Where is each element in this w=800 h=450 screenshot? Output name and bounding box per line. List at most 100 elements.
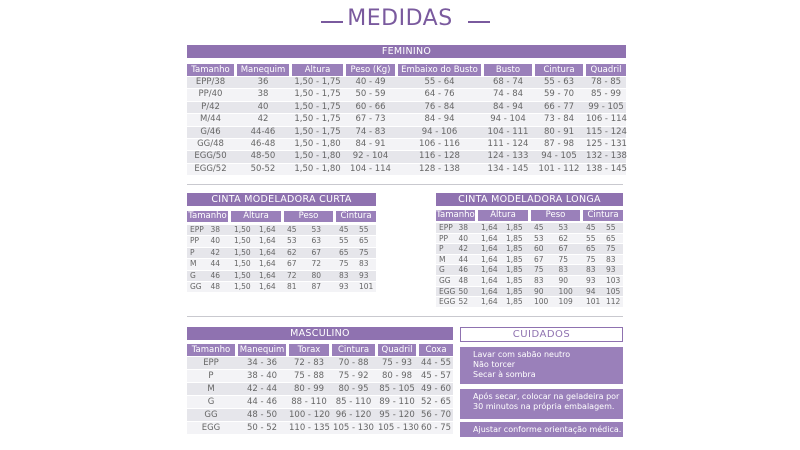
- cell: 62: [287, 247, 297, 257]
- cell: 101: [586, 297, 601, 307]
- cell: 62: [558, 233, 569, 243]
- cell: 101: [359, 282, 374, 291]
- cell: 60 - 75: [420, 423, 452, 433]
- column-header: Altura: [292, 64, 343, 76]
- cell: 1,50 - 1,75: [294, 77, 341, 87]
- cell: 75 - 93: [381, 358, 413, 368]
- cell: EGG/52: [194, 163, 227, 174]
- cell: 84 - 94: [424, 114, 455, 125]
- column-header: Manequim: [237, 64, 289, 76]
- column-header: Cintura: [535, 64, 583, 76]
- column-header: Embaixo do Busto: [398, 64, 481, 76]
- cell: 40: [257, 101, 269, 112]
- cell: 1,64: [481, 223, 498, 232]
- column-header: Quadril: [586, 64, 626, 76]
- cell: 52: [458, 297, 469, 307]
- cell: 134 - 145: [487, 163, 529, 174]
- care-line: Após secar, colocar na geladeira por: [473, 392, 620, 401]
- cell: 1,64: [259, 247, 276, 257]
- cell: PP: [439, 233, 449, 243]
- cell: 80 - 91: [543, 126, 575, 137]
- cell: 75: [606, 244, 616, 254]
- cell: 48: [210, 282, 221, 291]
- cell: 45: [287, 225, 297, 234]
- cell: 44: [458, 254, 469, 264]
- cell: 106 - 116: [419, 139, 460, 149]
- cell: 84 - 91: [355, 139, 386, 149]
- cell: GG: [190, 282, 202, 291]
- cell: 124 - 133: [487, 151, 529, 162]
- cell: 78 - 85: [590, 77, 622, 87]
- row-bg: [187, 151, 626, 163]
- care-box: Ajustar conforme orientação médica.: [460, 422, 623, 437]
- column-header: Peso (Kg): [346, 64, 395, 76]
- cell: 59 - 70: [543, 89, 575, 100]
- cell: 93: [359, 270, 369, 280]
- cell: 1,64: [259, 225, 276, 234]
- cell: 1,50: [234, 259, 251, 269]
- cell: 38: [210, 225, 221, 234]
- cell: 94 - 106: [421, 126, 458, 137]
- cell: 40 - 49: [355, 77, 386, 87]
- cell: 42: [458, 244, 469, 254]
- cell: 1,50: [234, 236, 251, 246]
- row-bg: [187, 383, 453, 395]
- cell: 65: [339, 247, 349, 257]
- cell: 38: [257, 89, 269, 100]
- cell: 84 - 94: [492, 101, 524, 112]
- cell: 132 - 138: [586, 151, 627, 162]
- cell: 128 - 138: [419, 163, 460, 174]
- cell: 50: [458, 286, 469, 296]
- row-bg: [187, 396, 453, 408]
- column-header: Torax: [289, 344, 329, 356]
- cell: 1,85: [506, 244, 523, 254]
- cell: 72: [311, 259, 322, 269]
- cell: 75: [558, 254, 569, 264]
- cell: 55 - 64: [424, 77, 455, 87]
- row-bg: [187, 163, 626, 176]
- cell: 53: [534, 233, 544, 243]
- cell: 65: [359, 236, 369, 246]
- cell: 50-52: [250, 163, 276, 174]
- column-header: Cintura: [583, 210, 623, 221]
- cell: 38: [458, 223, 469, 232]
- cell: 138 - 145: [586, 163, 627, 174]
- row-bg: [187, 101, 626, 114]
- divider: [187, 184, 623, 185]
- page-title: MEDIDAS: [347, 6, 453, 31]
- cell: 67 - 73: [355, 114, 386, 125]
- cell: 83: [586, 265, 596, 275]
- cell: 68 - 74: [492, 77, 524, 87]
- cell: 94 - 104: [490, 114, 526, 125]
- row-bg: [187, 89, 626, 101]
- cell: 106 - 114: [586, 114, 627, 125]
- cell: 85 - 105: [379, 384, 415, 394]
- care-line: Ajustar conforme orientação médica.: [473, 425, 622, 434]
- column-header: Tamanho: [187, 211, 228, 222]
- column-header: Peso: [531, 210, 580, 221]
- cell: 80 - 99: [293, 384, 325, 394]
- cell: 72 - 83: [293, 358, 325, 368]
- cell: 45: [534, 223, 544, 232]
- cell: 1,64: [481, 265, 498, 275]
- cell: 67: [287, 259, 297, 269]
- cell: 74 - 84: [492, 89, 524, 100]
- title-dash: [321, 21, 343, 23]
- title-dash: [468, 21, 490, 23]
- cell: 48 - 50: [246, 410, 278, 420]
- cell: EPP/38: [195, 77, 226, 87]
- cell: EGG/50: [194, 151, 227, 162]
- row-bg: [187, 247, 376, 259]
- cell: 72: [287, 270, 297, 280]
- cell: 83: [606, 254, 616, 264]
- cell: 65: [606, 233, 616, 243]
- cell: 80: [311, 270, 322, 280]
- cell: M/44: [199, 114, 221, 125]
- care-title: CUIDADOS: [460, 327, 623, 342]
- cell: 1,64: [481, 244, 498, 254]
- column-header: Coxa: [419, 344, 453, 356]
- cell: 83: [534, 276, 544, 285]
- cell: 125 - 131: [586, 139, 627, 149]
- column-header: Peso: [284, 211, 333, 222]
